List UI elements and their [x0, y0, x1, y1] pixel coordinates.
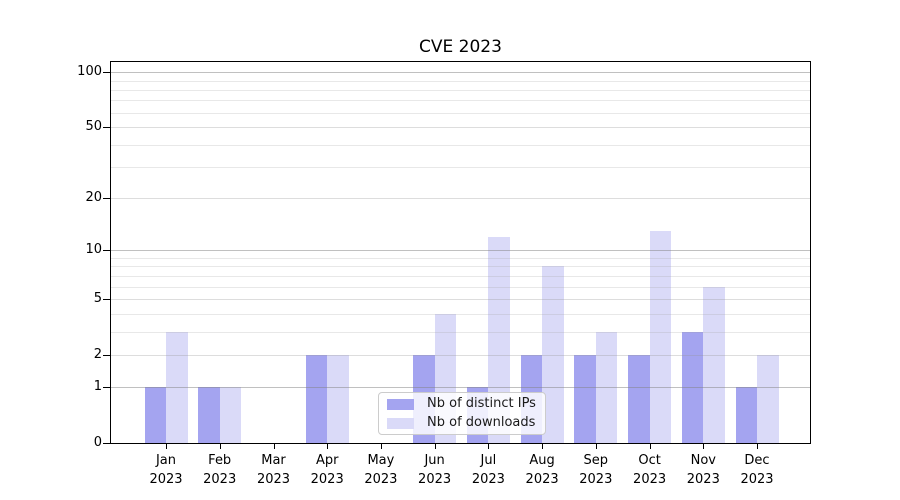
gridline-2: [111, 354, 810, 356]
bar-nb-of-distinct-ips-jan-2023: [144, 387, 166, 443]
bar-nb-of-downloads-feb-2023: [219, 387, 242, 443]
y-tick-mark-50: [103, 127, 110, 128]
y-tick-mark-100: [103, 72, 110, 74]
bar-nb-of-distinct-ips-feb-2023: [198, 387, 220, 443]
legend: Nb of distinct IPs Nb of downloads: [378, 392, 546, 435]
x-tick-label-jan-2023: Jan 2023: [149, 453, 183, 487]
legend-item-distinct-ips: Nb of distinct IPs: [387, 396, 537, 412]
gridline-50: [111, 127, 810, 128]
gridline-90: [111, 80, 810, 82]
y-tick-mark-1: [103, 387, 110, 389]
x-tick-label-aug-2023: Aug 2023: [525, 453, 559, 487]
gridline-5: [111, 299, 810, 300]
x-tick-label-dec-2023: Dec 2023: [740, 453, 774, 487]
bar-nb-of-distinct-ips-oct-2023: [628, 354, 650, 443]
x-tick-mark-sep-2023: [595, 444, 597, 449]
x-tick-mark-feb-2023: [219, 444, 221, 449]
gridline-10: [111, 250, 810, 252]
x-tick-label-mar-2023: Mar 2023: [256, 453, 291, 487]
legend-swatch-downloads: [387, 417, 414, 429]
bar-nb-of-downloads-jul-2023: [488, 236, 510, 443]
gridline-80: [111, 89, 810, 91]
y-tick-mark-10: [103, 250, 110, 252]
gridline-30: [111, 167, 810, 168]
x-tick-label-jun-2023: Jun 2023: [418, 453, 452, 487]
x-tick-label-jul-2023: Jul 2023: [471, 453, 505, 487]
legend-label-downloads: Nb of downloads: [427, 415, 536, 430]
x-tick-label-oct-2023: Oct 2023: [633, 453, 667, 487]
gridline-6: [111, 286, 810, 288]
plot-area: [110, 61, 811, 444]
x-tick-mark-mar-2023: [273, 444, 275, 449]
gridline-100: [111, 72, 810, 74]
legend-item-downloads: Nb of downloads: [387, 415, 537, 431]
y-tick-label-20: 20: [85, 190, 102, 206]
x-tick-label-feb-2023: Feb 2023: [203, 453, 237, 487]
gridline-9: [111, 257, 810, 259]
x-tick-label-apr-2023: Apr 2023: [310, 453, 344, 487]
y-tick-label-1: 1: [93, 379, 102, 395]
y-tick-label-50: 50: [85, 119, 102, 134]
x-tick-mark-dec-2023: [757, 444, 758, 449]
legend-swatch-distinct-ips: [387, 398, 414, 410]
legend-label-distinct-ips: Nb of distinct IPs: [427, 396, 536, 411]
bar-nb-of-downloads-nov-2023: [703, 286, 725, 443]
bar-nb-of-downloads-apr-2023: [327, 354, 349, 443]
x-tick-label-may-2023: May 2023: [364, 453, 398, 487]
y-tick-label-5: 5: [93, 291, 102, 306]
chart-title: CVE 2023: [419, 37, 502, 57]
gridline-8: [111, 266, 810, 268]
gridline-60: [111, 112, 810, 114]
x-tick-label-nov-2023: Nov 2023: [686, 453, 720, 487]
x-tick-mark-aug-2023: [542, 444, 544, 449]
bar-nb-of-downloads-oct-2023: [649, 230, 672, 443]
x-tick-mark-apr-2023: [327, 444, 329, 449]
x-tick-label-sep-2023: Sep 2023: [579, 453, 613, 487]
gridline-7: [111, 275, 810, 277]
y-tick-label-10: 10: [85, 242, 102, 258]
y-tick-label-2: 2: [93, 346, 102, 362]
y-tick-mark-0: [103, 443, 110, 444]
y-tick-label-100: 100: [77, 64, 102, 80]
gridline-70: [111, 100, 810, 102]
bar-nb-of-downloads-aug-2023: [542, 266, 564, 443]
gridline-40: [111, 144, 810, 146]
gridline-1: [111, 387, 810, 389]
y-tick-mark-5: [103, 299, 110, 300]
bar-nb-of-downloads-dec-2023: [757, 354, 779, 443]
gridline-20: [111, 198, 810, 200]
x-tick-mark-jun-2023: [434, 444, 436, 449]
x-tick-mark-jul-2023: [488, 444, 490, 449]
y-tick-mark-2: [103, 354, 110, 356]
x-tick-mark-may-2023: [380, 444, 382, 449]
x-tick-mark-jan-2023: [166, 444, 167, 449]
gridline-3: [111, 331, 810, 333]
y-tick-mark-20: [103, 198, 110, 200]
bar-nb-of-distinct-ips-sep-2023: [574, 354, 596, 443]
gridline-4: [111, 313, 810, 315]
bar-nb-of-distinct-ips-dec-2023: [735, 387, 758, 443]
bar-nb-of-distinct-ips-apr-2023: [305, 354, 328, 443]
x-tick-mark-nov-2023: [703, 444, 705, 449]
x-tick-mark-oct-2023: [649, 444, 651, 449]
y-tick-label-0: 0: [93, 435, 102, 450]
